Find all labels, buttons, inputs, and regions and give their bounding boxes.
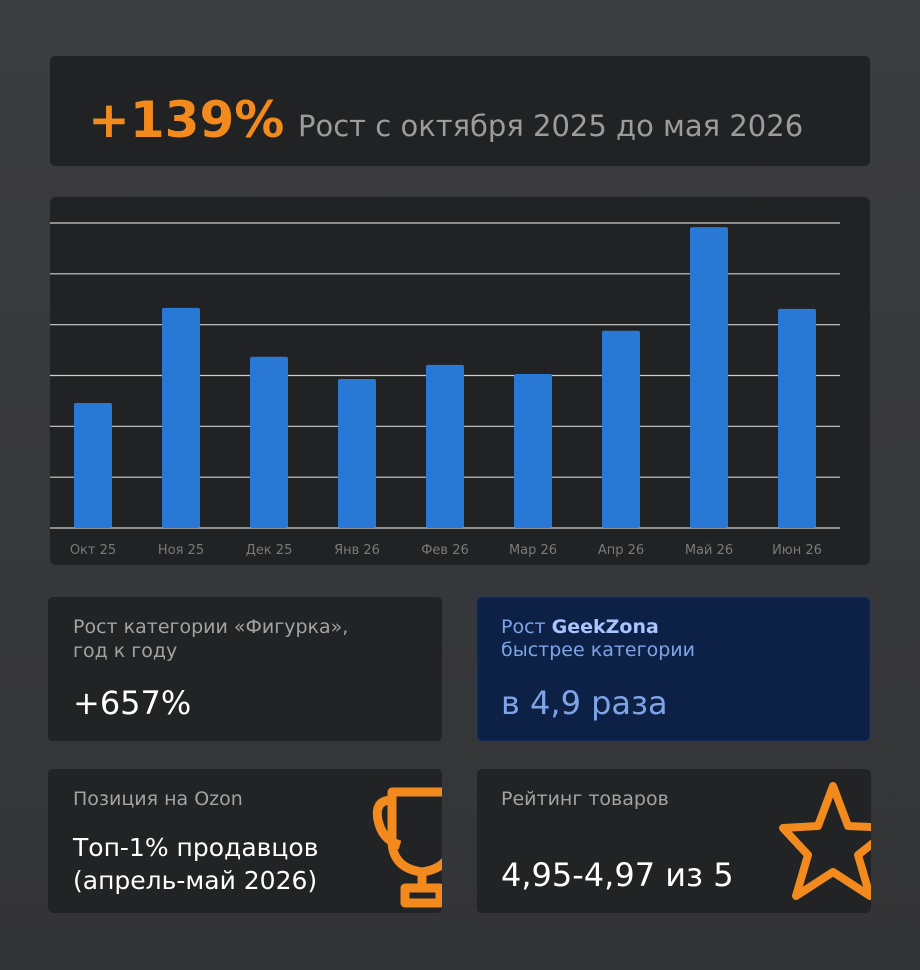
card-label: Рост GeekZona (501, 616, 659, 638)
bar (602, 330, 640, 528)
card-label: Рейтинг товаров (501, 788, 669, 810)
header-text: Рост с октября 2025 до мая 2026 (298, 109, 803, 143)
x-tick-label: Июн 26 (772, 543, 822, 558)
card (48, 597, 442, 741)
x-tick-label: Окт 25 (70, 543, 116, 558)
card-label: Позиция на Ozon (73, 788, 243, 810)
bar (338, 379, 376, 528)
brand: GeekZona (552, 616, 659, 638)
card-label: быстрее категории (501, 639, 695, 661)
card-value: в 4,9 раза (501, 684, 668, 722)
bar (74, 402, 112, 528)
label-part: Рост (501, 616, 552, 638)
star-icon (779, 782, 871, 900)
bar (250, 356, 288, 528)
x-tick-label: Янв 26 (334, 543, 380, 558)
trophy-icon (372, 787, 442, 908)
card-highlight (476, 596, 871, 742)
x-tick-label: Ноя 25 (158, 543, 204, 558)
card-label: год к году (73, 640, 177, 662)
card (48, 769, 442, 913)
bar (162, 307, 200, 528)
header-card (50, 56, 870, 166)
bar (778, 308, 816, 528)
card-value: (апрель-май 2026) (73, 866, 317, 895)
chart: Окт 25 Ноя 25 Дек 25 Янв 26 Фев 26 Мар 26 Апр … (50, 222, 840, 558)
card-value: 4,95-4,97 из 5 (501, 856, 734, 894)
x-tick-label: Май 26 (685, 543, 733, 558)
bar (690, 227, 728, 529)
x-tick-label: Мар 26 (509, 543, 557, 558)
card-value: Топ-1% продавцов (72, 833, 318, 862)
header-value: +139% (88, 91, 284, 149)
card-label: Рост категории «Фигурка», (73, 616, 348, 638)
x-tick-label: Апр 26 (598, 543, 644, 558)
bar (426, 364, 464, 528)
card (477, 769, 871, 913)
x-tick-label: Фев 26 (421, 543, 469, 558)
x-tick-label: Дек 25 (246, 543, 293, 558)
bar (514, 373, 552, 528)
card-value: +657% (73, 684, 191, 722)
